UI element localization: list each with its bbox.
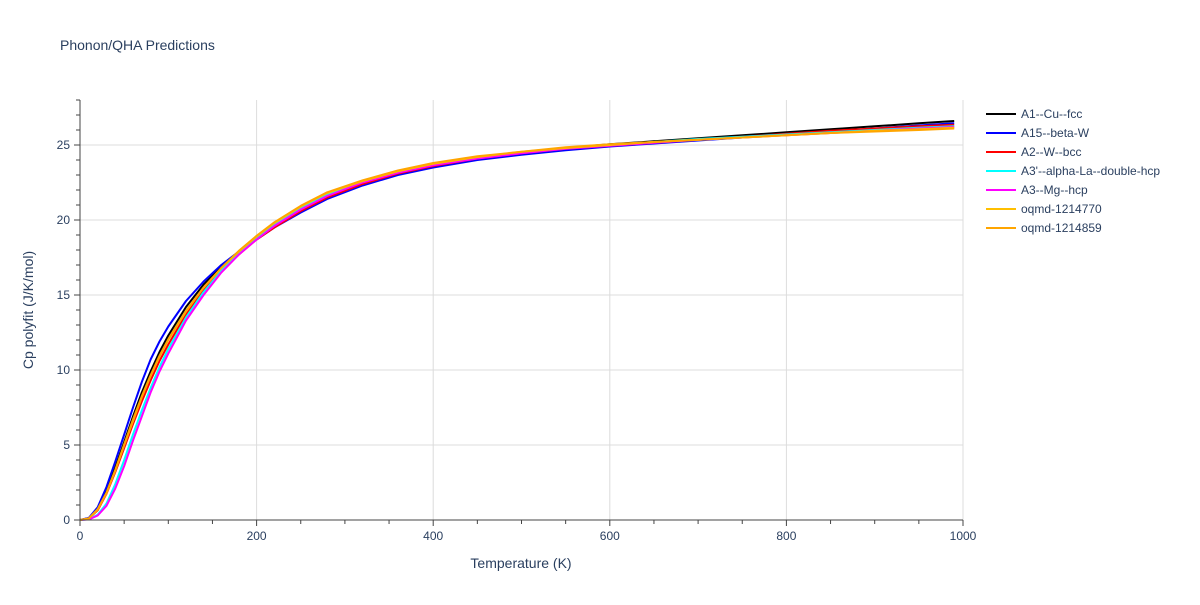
legend-item[interactable]: A3'--alpha-La--double-hcp <box>986 164 1160 178</box>
legend-item[interactable]: A1--Cu--fcc <box>986 107 1082 121</box>
y-tick-label: 5 <box>63 438 70 452</box>
series-line <box>79 123 955 521</box>
legend-label: A2--W--bcc <box>1021 145 1081 159</box>
x-axis-title: Temperature (K) <box>470 555 571 571</box>
y-tick-label: 10 <box>57 363 71 377</box>
series-layer <box>79 120 955 521</box>
legend[interactable]: A1--Cu--fcc A15--beta-W A2--W--bcc A3'--alp… <box>986 107 1160 235</box>
series-line <box>79 125 955 521</box>
legend-label: A3'--alpha-La--double-hcp <box>1021 164 1160 178</box>
legend-label: A1--Cu--fcc <box>1021 107 1082 121</box>
y-tick-label: 0 <box>63 513 70 527</box>
series-line <box>79 126 955 521</box>
series-line <box>79 127 955 521</box>
axes: 0 200 400 600 800 1000 0 5 10 15 20 25 <box>57 99 977 543</box>
grid <box>80 100 964 520</box>
legend-item[interactable]: A3--Mg--hcp <box>986 183 1088 197</box>
series-line <box>79 126 955 521</box>
legend-label: oqmd-1214859 <box>1021 221 1102 235</box>
y-tick-label: 15 <box>57 288 71 302</box>
series-line <box>79 122 955 521</box>
legend-item[interactable]: A2--W--bcc <box>986 145 1081 159</box>
legend-label: A3--Mg--hcp <box>1021 183 1088 197</box>
series-line <box>79 120 955 521</box>
legend-item[interactable]: A15--beta-W <box>986 126 1090 140</box>
y-axis-title: Cp polyfit (J/K/mol) <box>20 251 36 369</box>
legend-label: A15--beta-W <box>1021 126 1090 140</box>
x-tick-label: 1000 <box>950 529 977 543</box>
y-tick-label: 20 <box>57 213 71 227</box>
x-tick-label: 200 <box>247 529 267 543</box>
chart-title: Phonon/QHA Predictions <box>60 37 215 53</box>
legend-item[interactable]: oqmd-1214770 <box>986 202 1102 216</box>
x-tick-label: 600 <box>600 529 620 543</box>
legend-item[interactable]: oqmd-1214859 <box>986 221 1102 235</box>
x-tick-label: 800 <box>776 529 796 543</box>
y-tick-label: 25 <box>57 138 71 152</box>
x-tick-label: 400 <box>423 529 443 543</box>
x-tick-label: 0 <box>77 529 84 543</box>
legend-label: oqmd-1214770 <box>1021 202 1102 216</box>
